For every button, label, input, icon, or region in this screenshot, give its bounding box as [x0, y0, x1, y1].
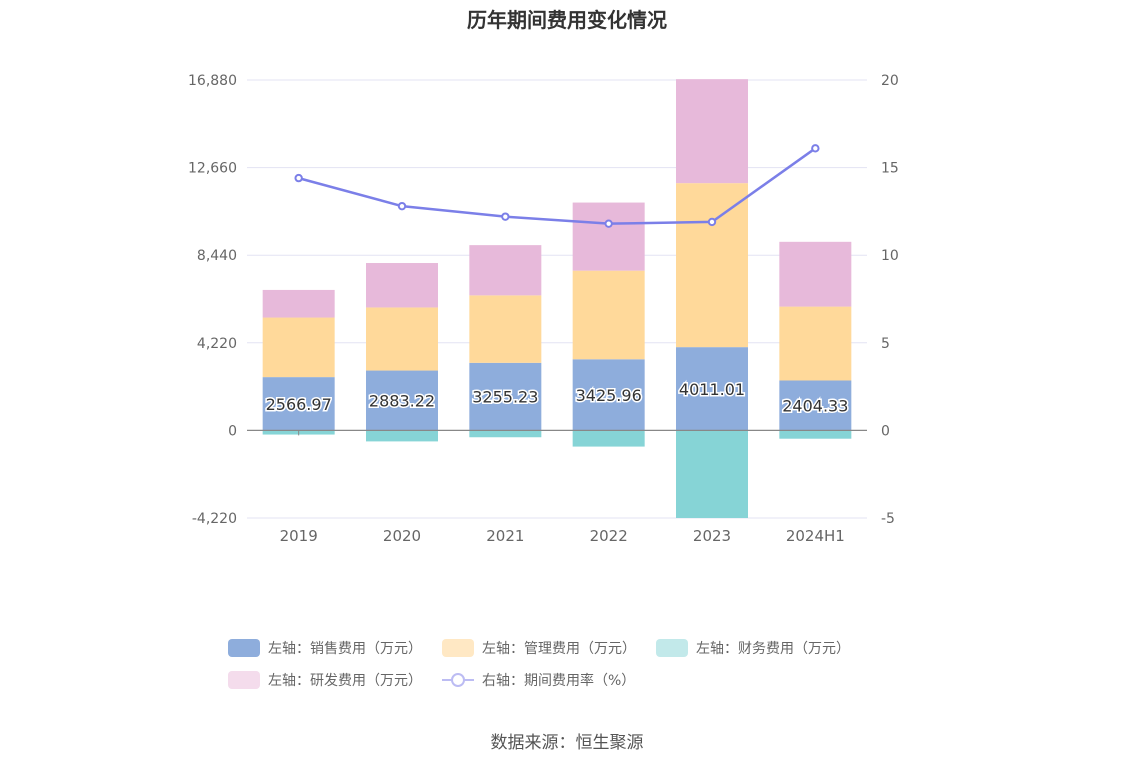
- left-axis-tick-label: 8,440: [197, 248, 237, 264]
- bar-segment: [676, 183, 748, 348]
- bar-segment: [469, 362, 542, 431]
- right-axis-tick-label: 5: [881, 336, 890, 352]
- x-axis-category-label: 2020: [383, 527, 421, 545]
- left-axis-tick-label: 0: [228, 423, 237, 439]
- legend-swatch-icon: [228, 639, 260, 657]
- bar-data-label: 2566.97: [266, 395, 332, 414]
- x-axis-category-label: 2022: [590, 527, 628, 545]
- legend-swatch-icon: [228, 671, 260, 689]
- legend-item[interactable]: 左轴：研发费用（万元）: [228, 670, 422, 690]
- left-axis-tick-label: -4,220: [192, 511, 237, 527]
- right-axis-tick-label: 20: [881, 73, 899, 89]
- legend-line-circle-icon: [442, 671, 474, 689]
- right-axis-tick-label: -5: [881, 511, 895, 527]
- bar-segment: [779, 306, 852, 381]
- expense-ratio-point: [707, 217, 717, 227]
- bar-segment: [779, 430, 852, 439]
- legend-item[interactable]: 左轴：销售费用（万元）: [228, 638, 422, 658]
- bar-data-label: 2404.33: [782, 396, 848, 415]
- legend-item[interactable]: 右轴：期间费用率（%）: [442, 670, 635, 690]
- bar-segment: [366, 263, 438, 308]
- right-axis-tick-label: 10: [881, 248, 899, 264]
- legend-item[interactable]: 左轴：管理费用（万元）: [442, 638, 636, 658]
- legend-swatch-icon: [656, 639, 688, 657]
- bar-data-label: 3425.96: [576, 386, 642, 405]
- bar-segment: [469, 295, 542, 363]
- bar-data-label: 4011.01: [679, 380, 745, 399]
- x-axis-category-label: 2023: [693, 527, 731, 545]
- legend-label: 左轴：财务费用（万元）: [696, 641, 850, 657]
- legend-label: 左轴：管理费用（万元）: [482, 641, 636, 657]
- x-axis-category-label: 2019: [280, 527, 318, 545]
- bar-segment: [262, 289, 335, 318]
- legend: 左轴：销售费用（万元） 左轴：管理费用（万元） 左轴：财务费用（万元） 左轴：研发费用…: [228, 632, 928, 696]
- right-axis-tick-label: 15: [881, 161, 899, 177]
- bar-segment: [572, 270, 645, 360]
- bar-segment: [366, 430, 438, 442]
- legend-label: 右轴：期间费用率（%）: [482, 673, 636, 689]
- left-axis-tick-label: 12,660: [188, 161, 237, 177]
- legend-item[interactable]: 左轴：财务费用（万元）: [656, 638, 850, 658]
- expense-ratio-point: [604, 219, 613, 228]
- bar-segment: [676, 430, 748, 518]
- expense-ratio-point: [294, 173, 303, 183]
- bar-segment: [572, 202, 645, 271]
- expense-ratio-point: [501, 212, 510, 221]
- expense-ratio-point: [811, 144, 820, 153]
- x-axis-category-label: 2021: [486, 527, 524, 545]
- legend-row: 左轴：销售费用（万元） 左轴：管理费用（万元） 左轴：财务费用（万元）: [228, 632, 928, 664]
- chart-title: 历年期间费用变化情况: [467, 8, 667, 32]
- bar-segment: [366, 307, 438, 371]
- left-axis-tick-label: 16,880: [188, 73, 237, 89]
- bar-segment: [572, 430, 645, 447]
- x-axis-category-label: 2024H1: [786, 527, 845, 545]
- bar-segment: [779, 241, 852, 307]
- bar-segment: [366, 370, 438, 431]
- legend-swatch-icon: [442, 639, 474, 657]
- bar-segment: [676, 347, 748, 431]
- expense-ratio-line: [298, 147, 817, 225]
- right-axis-tick-label: 0: [881, 423, 890, 439]
- bar-segment: [469, 245, 542, 296]
- bar-data-label: 3255.23: [472, 388, 538, 407]
- bar-data-label: 2883.22: [369, 391, 435, 410]
- data-source-note: 数据来源：恒生聚源: [490, 733, 644, 753]
- bar-segment: [262, 377, 335, 431]
- bar-segment: [779, 380, 852, 431]
- legend-label: 左轴：研发费用（万元）: [268, 673, 422, 689]
- bar-segment: [469, 430, 542, 438]
- bar-segment: [676, 79, 748, 184]
- legend-label: 左轴：销售费用（万元）: [268, 641, 422, 657]
- bar-segment: [572, 359, 645, 431]
- left-axis-tick-label: 4,220: [197, 336, 237, 352]
- expense-ratio-point: [397, 201, 407, 211]
- legend-row: 左轴：研发费用（万元） 右轴：期间费用率（%）: [228, 664, 928, 696]
- bar-segment: [262, 317, 335, 378]
